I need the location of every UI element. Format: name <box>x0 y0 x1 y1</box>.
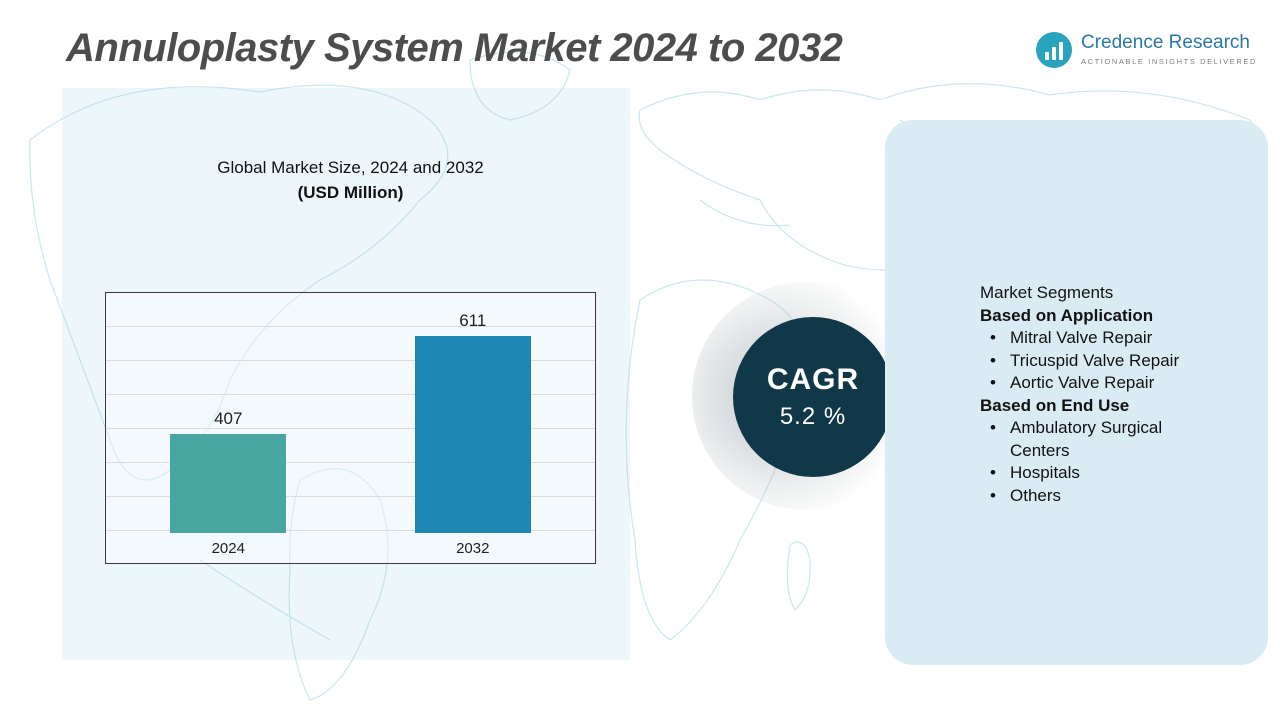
x-axis-label-2032: 2032 <box>456 539 490 557</box>
logo-bar-icon <box>1052 47 1056 60</box>
list-item: Aortic Valve Repair <box>990 372 1225 395</box>
market-segments-content: Market Segments Based on Application Mit… <box>980 282 1225 507</box>
bar-column-2024: 407 <box>170 293 287 533</box>
chart-heading-line1: Global Market Size, 2024 and 2032 <box>217 158 484 177</box>
brand-name: Credence Research <box>1081 32 1250 53</box>
bar-chart-logo-icon <box>1036 32 1072 68</box>
x-axis-label-2024: 2024 <box>211 539 245 557</box>
bar-value-label: 407 <box>214 408 243 428</box>
chart-heading-line2: (USD Million) <box>297 183 404 202</box>
segment-group-title-application: Based on Application <box>980 305 1154 325</box>
list-item: Others <box>990 485 1225 508</box>
market-segments-panel: Market Segments Based on Application Mit… <box>885 120 1268 665</box>
bar-column-2032: 611 <box>414 293 531 533</box>
bar-2024 <box>170 433 287 533</box>
list-item: Tricuspid Valve Repair <box>990 350 1225 373</box>
segment-group-title-end-use: Based on End Use <box>980 395 1130 415</box>
logo-bar-icon <box>1059 42 1063 60</box>
end-use-segments-list: Ambulatory Surgical Centers Hospitals Ot… <box>980 417 1225 507</box>
logo-text-block: Credence Research Actionable Insights De… <box>1081 32 1257 66</box>
application-segments-list: Mitral Valve Repair Tricuspid Valve Repa… <box>980 327 1225 395</box>
bar-chart: 407 611 2024 2032 <box>105 292 596 564</box>
bar-2032 <box>414 335 531 533</box>
bar-value-label: 611 <box>459 310 487 330</box>
cagr-badge: CAGR 5.2 % <box>733 317 893 477</box>
x-axis-labels: 2024 2032 <box>106 533 595 563</box>
cagr-value: 5.2 % <box>779 403 847 430</box>
list-item: Hospitals <box>990 462 1225 485</box>
chart-heading: Global Market Size, 2024 and 2032 (USD M… <box>105 158 596 203</box>
chart-plot-area: 407 611 <box>106 293 595 533</box>
brand-logo: Credence Research Actionable Insights De… <box>1036 32 1257 68</box>
list-item: Ambulatory Surgical Centers <box>990 417 1225 462</box>
logo-bar-icon <box>1045 52 1049 60</box>
segments-heading: Market Segments <box>980 283 1114 302</box>
brand-tagline: Actionable Insights Delivered <box>1081 57 1258 66</box>
cagr-label: CAGR <box>766 363 860 396</box>
list-item: Mitral Valve Repair <box>990 327 1225 350</box>
page-title: Annuloplasty System Market 2024 to 2032 <box>66 26 843 70</box>
